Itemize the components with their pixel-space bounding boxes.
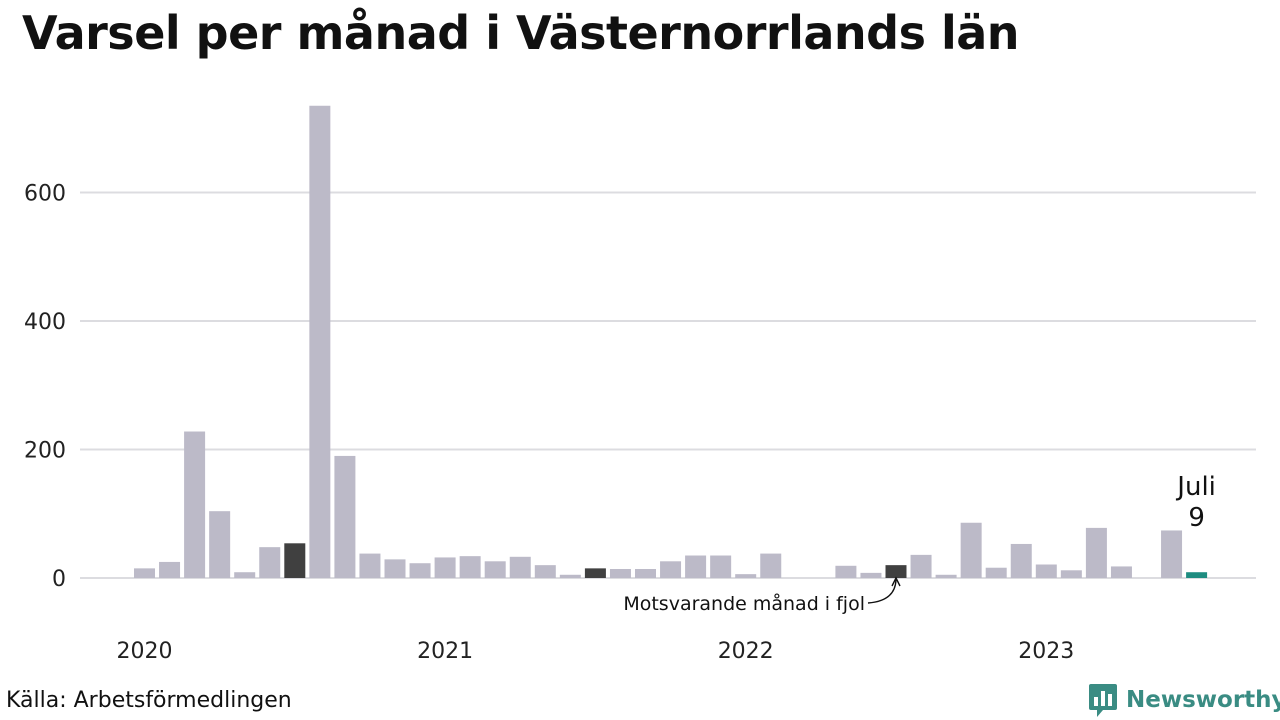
bar: 2023-03: 78 <box>1085 527 1107 578</box>
bar: 2021-03: 26 <box>484 561 506 578</box>
bar: 2022-09: 5 <box>935 574 957 578</box>
bar: 2022-01: 6 <box>735 574 757 578</box>
bar: 2020-02: 25 <box>159 561 181 578</box>
y-tick-label: 200 <box>24 439 66 464</box>
bar: 2022-05: 19 <box>835 565 857 578</box>
bar: 2021-04: 33 <box>509 556 531 578</box>
bar: 2020-07: 54 <box>284 543 306 578</box>
bar: 2021-01: 32 <box>434 557 456 578</box>
chart-title: Varsel per månad i Västernorrlands län <box>22 6 1020 60</box>
bar: 2021-08: 14 <box>609 569 631 578</box>
bar: 2021-02: 34 <box>459 556 481 578</box>
newsworthy-logo-icon <box>1089 684 1117 717</box>
bar: 2022-08: 36 <box>910 554 932 578</box>
bar: 2020-03: 228 <box>184 431 206 578</box>
source-note: Källa: Arbetsförmedlingen <box>6 688 292 713</box>
x-year-label: 2021 <box>417 639 473 664</box>
bar: 2021-05: 20 <box>534 565 556 578</box>
annotation-arrow <box>867 579 897 604</box>
bar: 2022-07: 20 <box>885 565 907 578</box>
annotation-label: Motsvarande månad i fjol <box>623 592 865 615</box>
axis-labels: 0 200 400 600 2020 2021 2022 2023 <box>24 182 1074 665</box>
brand-name: Newsworthy <box>1126 687 1280 713</box>
bar: 2020-01: 15 <box>134 568 155 578</box>
bar: 2022-06: 8 <box>860 572 882 578</box>
bar: 2021-10: 26 <box>660 561 682 578</box>
bar: 2023-01: 21 <box>1035 564 1057 578</box>
annotation-arrowhead <box>891 576 901 587</box>
bar: 2023-07: 9 <box>1186 572 1208 578</box>
bar: 2020-04: 104 <box>209 511 231 578</box>
bar: 2021-12: 35 <box>710 555 732 578</box>
highlight-month-label: Juli <box>1175 472 1216 502</box>
bar: 2022-02: 38 <box>760 553 782 578</box>
bar: 2023-02: 12 <box>1060 570 1082 578</box>
bar: 2023-04: 18 <box>1110 566 1132 578</box>
gridlines <box>80 191 1256 579</box>
bar: 2021-09: 14 <box>635 569 656 578</box>
x-year-label: 2023 <box>1018 639 1074 664</box>
y-tick-label: 600 <box>24 182 66 207</box>
bar: 2021-07: 15 <box>584 568 606 578</box>
bar: 2020-05: 9 <box>234 572 256 578</box>
bar: 2020-08: 735 <box>309 105 331 578</box>
bar: 2021-06: 5 <box>559 574 581 578</box>
bar: 2022-11: 16 <box>985 567 1007 578</box>
bar: 2022-12: 53 <box>1010 543 1032 578</box>
bars: 2020-01: 152020-02: 252020-03: 2282020-0… <box>134 105 1208 578</box>
brand-logo: Newsworthy <box>1088 682 1280 718</box>
y-tick-label: 400 <box>24 310 66 335</box>
highlight-value-label: 9 <box>1188 503 1205 533</box>
bar: 2020-11: 29 <box>384 559 406 578</box>
y-tick-label: 0 <box>52 567 66 592</box>
bar: 2020-09: 190 <box>334 455 356 578</box>
x-year-label: 2022 <box>718 639 774 664</box>
bar: 2020-06: 48 <box>259 547 281 578</box>
bar: 2020-12: 23 <box>409 563 431 578</box>
x-year-label: 2020 <box>117 639 173 664</box>
bar: 2022-10: 86 <box>960 522 982 578</box>
bar: 2023-06: 74 <box>1161 530 1183 578</box>
bar: 2020-10: 38 <box>359 553 381 578</box>
bar: 2021-11: 35 <box>685 555 707 578</box>
